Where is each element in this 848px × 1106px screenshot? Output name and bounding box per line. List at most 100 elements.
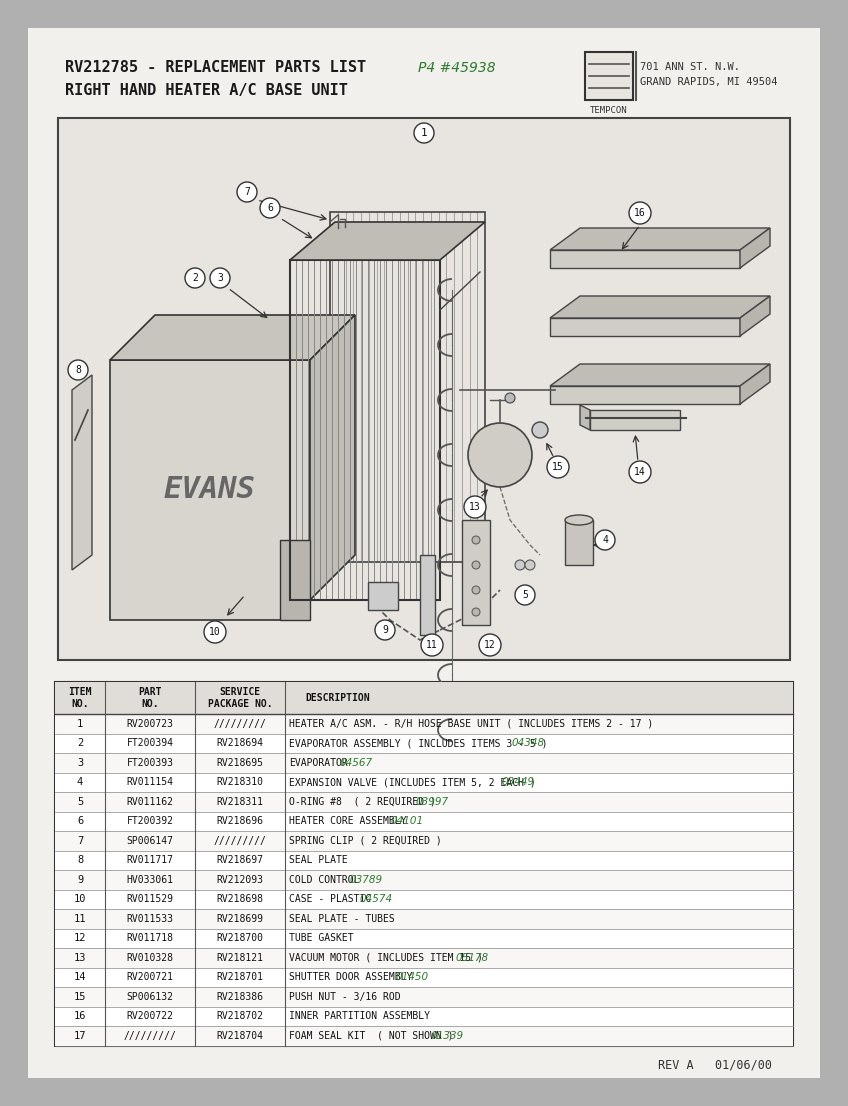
Polygon shape [580, 405, 590, 430]
Polygon shape [550, 296, 770, 319]
Text: RV218704: RV218704 [216, 1031, 264, 1041]
Polygon shape [462, 520, 490, 625]
Text: 04348: 04348 [511, 738, 544, 749]
Text: 14: 14 [634, 467, 646, 477]
Polygon shape [310, 315, 355, 599]
Bar [585, 52, 633, 100]
Text: FOAM SEAL KIT  ( NOT SHOWN ): FOAM SEAL KIT ( NOT SHOWN ) [289, 1031, 454, 1041]
Text: RV200723: RV200723 [126, 719, 174, 729]
Circle shape [204, 620, 226, 643]
Text: 11: 11 [427, 640, 438, 650]
Text: EVAPORATOR ASSEMBLY ( INCLUDES ITEMS 3 - 5 ): EVAPORATOR ASSEMBLY ( INCLUDES ITEMS 3 -… [289, 738, 548, 749]
Text: HEATER CORE ASSEMBLY: HEATER CORE ASSEMBLY [289, 816, 406, 826]
Circle shape [464, 495, 486, 518]
Text: 05178: 05178 [455, 952, 488, 962]
Text: REV A   01/06/00: REV A 01/06/00 [658, 1058, 772, 1072]
Polygon shape [420, 555, 435, 635]
Text: DESCRIPTION: DESCRIPTION [305, 693, 370, 703]
Bar [55, 909, 793, 929]
Polygon shape [110, 315, 355, 359]
Text: 4: 4 [77, 778, 83, 787]
Bar [55, 714, 793, 733]
Text: RV200721: RV200721 [126, 972, 174, 982]
Circle shape [525, 560, 535, 570]
Text: RV218121: RV218121 [216, 952, 264, 962]
Text: VACUUM MOTOR ( INCLUDES ITEM 15 ): VACUUM MOTOR ( INCLUDES ITEM 15 ) [289, 952, 483, 962]
Text: 15: 15 [552, 462, 564, 472]
Text: O-RING #8  ( 2 REQUIRED ): O-RING #8 ( 2 REQUIRED ) [289, 796, 436, 806]
Text: RV212093: RV212093 [216, 875, 264, 885]
Text: INNER PARTITION ASSEMBLY: INNER PARTITION ASSEMBLY [289, 1011, 430, 1021]
Circle shape [547, 456, 569, 478]
Text: RV218311: RV218311 [216, 796, 264, 806]
Circle shape [237, 182, 257, 202]
Circle shape [629, 461, 651, 483]
Text: 13: 13 [74, 952, 86, 962]
Text: FT200393: FT200393 [126, 758, 174, 768]
Text: RV011717: RV011717 [126, 855, 174, 865]
Text: 04567: 04567 [339, 758, 372, 768]
Bar [55, 1026, 793, 1045]
Bar [55, 948, 793, 968]
Text: SERVICE
PACKAGE NO.: SERVICE PACKAGE NO. [208, 687, 272, 709]
Polygon shape [72, 375, 92, 570]
Bar [55, 682, 793, 1045]
Text: 13: 13 [469, 502, 481, 512]
Polygon shape [110, 359, 310, 620]
Text: RV218697: RV218697 [216, 855, 264, 865]
Text: /////////: ///////// [214, 836, 266, 846]
Text: PART
NO.: PART NO. [138, 687, 162, 709]
Text: 03449: 03449 [501, 778, 534, 787]
Text: 701 ANN ST. N.W.: 701 ANN ST. N.W. [640, 62, 740, 72]
Circle shape [472, 586, 480, 594]
Text: RV218698: RV218698 [216, 895, 264, 905]
Bar [55, 889, 793, 909]
Text: SEAL PLATE - TUBES: SEAL PLATE - TUBES [289, 914, 395, 924]
Text: 5: 5 [77, 796, 83, 806]
Text: RV218386: RV218386 [216, 992, 264, 1002]
Text: 01339: 01339 [431, 1031, 464, 1041]
Text: HV033061: HV033061 [126, 875, 174, 885]
Text: P4 #45938: P4 #45938 [418, 61, 495, 75]
Text: 2: 2 [192, 273, 198, 283]
Text: ITEM
NO.: ITEM NO. [68, 687, 92, 709]
Bar [55, 792, 793, 812]
Bar [55, 682, 793, 714]
Text: HEATER A/C ASM. - R/H HOSE BASE UNIT ( INCLUDES ITEMS 2 - 17 ): HEATER A/C ASM. - R/H HOSE BASE UNIT ( I… [289, 719, 653, 729]
Text: RV011529: RV011529 [126, 895, 174, 905]
Text: 03789: 03789 [349, 875, 382, 885]
Bar [55, 870, 793, 889]
Bar [58, 118, 790, 660]
Polygon shape [290, 222, 485, 260]
Circle shape [421, 634, 443, 656]
Text: SP006132: SP006132 [126, 992, 174, 1002]
Text: 1: 1 [421, 128, 427, 138]
Text: 7: 7 [244, 187, 250, 197]
Text: 16: 16 [74, 1011, 86, 1021]
Circle shape [515, 585, 535, 605]
Text: RV218695: RV218695 [216, 758, 264, 768]
Text: RV218310: RV218310 [216, 778, 264, 787]
Text: 8: 8 [75, 365, 81, 375]
Text: RV218700: RV218700 [216, 933, 264, 943]
Text: FT200392: FT200392 [126, 816, 174, 826]
Text: 1: 1 [77, 719, 83, 729]
Text: 17: 17 [74, 1031, 86, 1041]
Text: 3: 3 [217, 273, 223, 283]
Text: 2: 2 [77, 738, 83, 749]
Text: RV218702: RV218702 [216, 1011, 264, 1021]
Polygon shape [280, 540, 310, 620]
Text: 15: 15 [74, 992, 86, 1002]
Text: 12: 12 [74, 933, 86, 943]
Text: RV200722: RV200722 [126, 1011, 174, 1021]
Bar [55, 753, 793, 772]
Bar [55, 831, 793, 851]
Circle shape [468, 422, 532, 487]
Text: 11: 11 [74, 914, 86, 924]
Bar [55, 968, 793, 987]
Text: 4: 4 [602, 535, 608, 545]
Text: 04574: 04574 [360, 895, 393, 905]
Text: SEAL PLATE: SEAL PLATE [289, 855, 348, 865]
Text: TUBE GASKET: TUBE GASKET [289, 933, 354, 943]
Polygon shape [550, 250, 740, 268]
